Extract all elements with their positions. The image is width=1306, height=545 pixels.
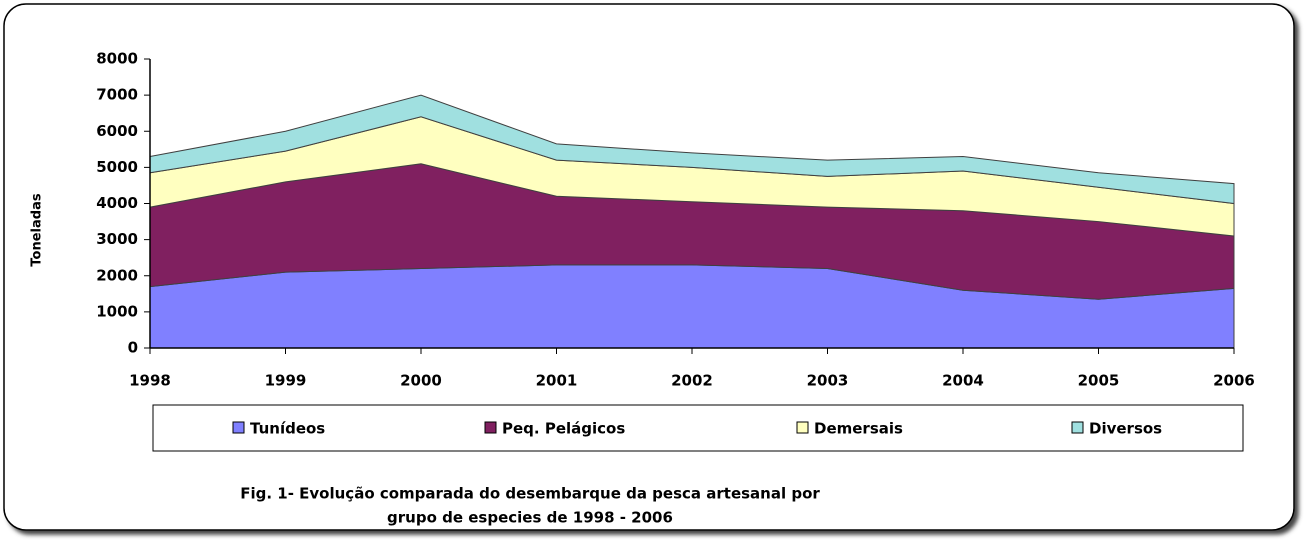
area bbox=[149, 94, 1235, 205]
legend-label: Demersais bbox=[814, 420, 903, 438]
legend-label: Tunídeos bbox=[250, 420, 325, 438]
y-tick-label: 5000 bbox=[96, 158, 138, 176]
legend-label: Diversos bbox=[1089, 420, 1162, 438]
y-axis-label: Toneladas bbox=[30, 193, 45, 266]
y-tick-label: 3000 bbox=[96, 230, 138, 248]
x-tick-label: 2003 bbox=[807, 372, 849, 390]
legend-swatch bbox=[232, 421, 245, 434]
x-tick-label: 1999 bbox=[265, 372, 307, 390]
x-tick-label: 2006 bbox=[1213, 372, 1255, 390]
x-tick-label: 2005 bbox=[1078, 372, 1120, 390]
y-tick-label: 2000 bbox=[96, 266, 138, 284]
x-tick-label: 2002 bbox=[671, 372, 713, 390]
x-tick-label: 1998 bbox=[129, 372, 171, 390]
x-tick-label: 2000 bbox=[400, 372, 442, 390]
legend-swatch bbox=[484, 421, 497, 434]
y-tick-label: 7000 bbox=[96, 86, 138, 104]
legend-label: Peq. Pelágicos bbox=[502, 420, 625, 438]
legend-swatch bbox=[1071, 421, 1084, 434]
x-tick-label: 2004 bbox=[942, 372, 984, 390]
y-tick-label: 4000 bbox=[96, 194, 138, 212]
legend-swatch bbox=[796, 421, 809, 434]
y-tick-label: 8000 bbox=[96, 50, 138, 68]
legend-box bbox=[152, 404, 1244, 452]
y-tick-label: 1000 bbox=[96, 302, 138, 320]
caption-line: Fig. 1- Evolução comparada do desembarqu… bbox=[240, 485, 820, 503]
y-tick-label: 6000 bbox=[96, 122, 138, 140]
x-tick-label: 2001 bbox=[536, 372, 578, 390]
caption-line: grupo de especies de 1998 - 2006 bbox=[387, 509, 673, 527]
y-tick-label: 0 bbox=[128, 339, 138, 357]
